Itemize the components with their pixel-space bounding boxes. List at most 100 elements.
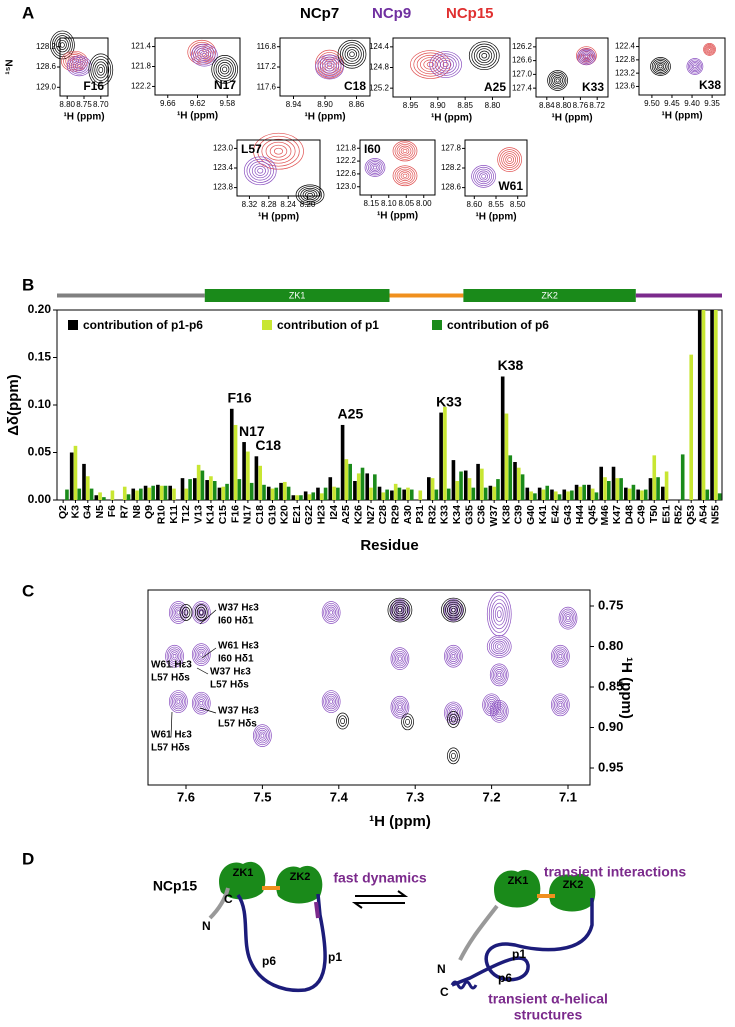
leader	[196, 667, 209, 675]
contour	[439, 59, 452, 70]
bar	[65, 489, 69, 500]
y-tick-label: 0.95	[598, 759, 623, 774]
contour	[339, 42, 365, 67]
contour	[60, 42, 65, 48]
contour	[337, 39, 367, 69]
bar	[385, 489, 389, 500]
contour	[551, 693, 570, 717]
x-tick-label: K38	[500, 505, 512, 524]
x-tick-label: Q45	[586, 505, 598, 525]
peak-annotation: L57 Hδs	[210, 680, 249, 691]
bar	[550, 489, 554, 500]
contour	[169, 690, 188, 713]
contour	[58, 39, 67, 50]
y-tick-label: 0.80	[598, 638, 623, 653]
x-tick-label: F6	[106, 505, 118, 517]
contour	[65, 54, 84, 69]
contour	[257, 168, 264, 174]
residue-label: W61	[498, 179, 523, 193]
x-tick-label: D48	[623, 505, 635, 524]
contour	[342, 44, 362, 64]
x-tick-label: T12	[180, 505, 192, 523]
bar	[705, 489, 710, 500]
y-tick-label: 0.05	[28, 445, 52, 459]
x-tick-label: H44	[574, 505, 586, 524]
bar	[242, 442, 246, 500]
bar	[163, 485, 168, 500]
contour	[366, 159, 384, 176]
bar	[258, 465, 262, 500]
bar	[566, 491, 570, 500]
peak-annotation: W37 Hε3	[218, 603, 259, 614]
contour	[441, 597, 466, 623]
contour	[449, 750, 458, 762]
domain-box	[463, 289, 636, 302]
y-tick-label: 116.8	[257, 42, 277, 51]
x-tick-label: 8.55	[488, 200, 504, 209]
contour	[548, 71, 567, 90]
contour	[169, 601, 188, 624]
contour	[193, 693, 210, 713]
bar	[574, 484, 579, 500]
annotation: structures	[514, 1007, 583, 1023]
bar	[98, 492, 102, 500]
contour	[170, 602, 187, 622]
contour	[564, 614, 572, 623]
peak-annotation: W61 Hε3	[218, 641, 259, 652]
contour	[196, 648, 207, 661]
bar-annotation: C18	[255, 437, 281, 453]
legend-entry: NCp9	[372, 5, 411, 22]
x-axis-label: ¹H (ppm)	[63, 112, 104, 123]
contour	[429, 51, 462, 78]
contour	[72, 60, 86, 72]
contour	[554, 648, 567, 664]
contour	[254, 165, 266, 176]
terminus-label: N	[437, 962, 446, 976]
contour	[437, 57, 454, 72]
contour	[396, 654, 404, 663]
bar	[225, 483, 229, 500]
contour	[552, 646, 569, 666]
contour	[392, 140, 418, 162]
y-tick-label: 123.0	[213, 144, 234, 153]
contour	[650, 57, 671, 76]
contour	[398, 170, 412, 182]
contour	[489, 702, 494, 708]
contour	[392, 600, 408, 620]
contour	[492, 602, 506, 626]
contour	[199, 652, 204, 657]
x-tick-label: 7.6	[177, 789, 195, 804]
x-tick-label: 8.60	[467, 200, 483, 209]
bar	[430, 478, 435, 500]
p1-segment	[314, 901, 320, 919]
contour	[196, 606, 206, 619]
bar	[77, 488, 82, 500]
contour	[494, 642, 504, 651]
bar	[529, 491, 533, 500]
x-tick-label: W37	[488, 505, 500, 527]
contour	[194, 695, 208, 711]
contour	[169, 650, 180, 663]
segment-label: p6	[262, 954, 276, 968]
n-terminus	[208, 887, 230, 920]
contour	[395, 604, 405, 616]
contour	[476, 48, 493, 64]
x-axis-label: ¹H (ppm)	[369, 813, 431, 830]
bar	[328, 477, 333, 500]
y-tick-label: 127.0	[512, 69, 533, 78]
contour	[398, 145, 412, 157]
y-tick-label: 0.20	[28, 302, 52, 316]
contour	[254, 726, 271, 746]
bar	[381, 492, 386, 500]
contour	[560, 608, 576, 628]
domain-line	[57, 293, 205, 298]
contour	[393, 699, 407, 715]
contour	[708, 48, 711, 51]
segment-label: p6	[498, 971, 512, 985]
contour	[707, 47, 712, 52]
spectrum-frame	[359, 139, 436, 196]
contour	[336, 712, 349, 730]
contour	[349, 51, 355, 57]
contour	[176, 610, 181, 615]
bar	[680, 454, 685, 500]
